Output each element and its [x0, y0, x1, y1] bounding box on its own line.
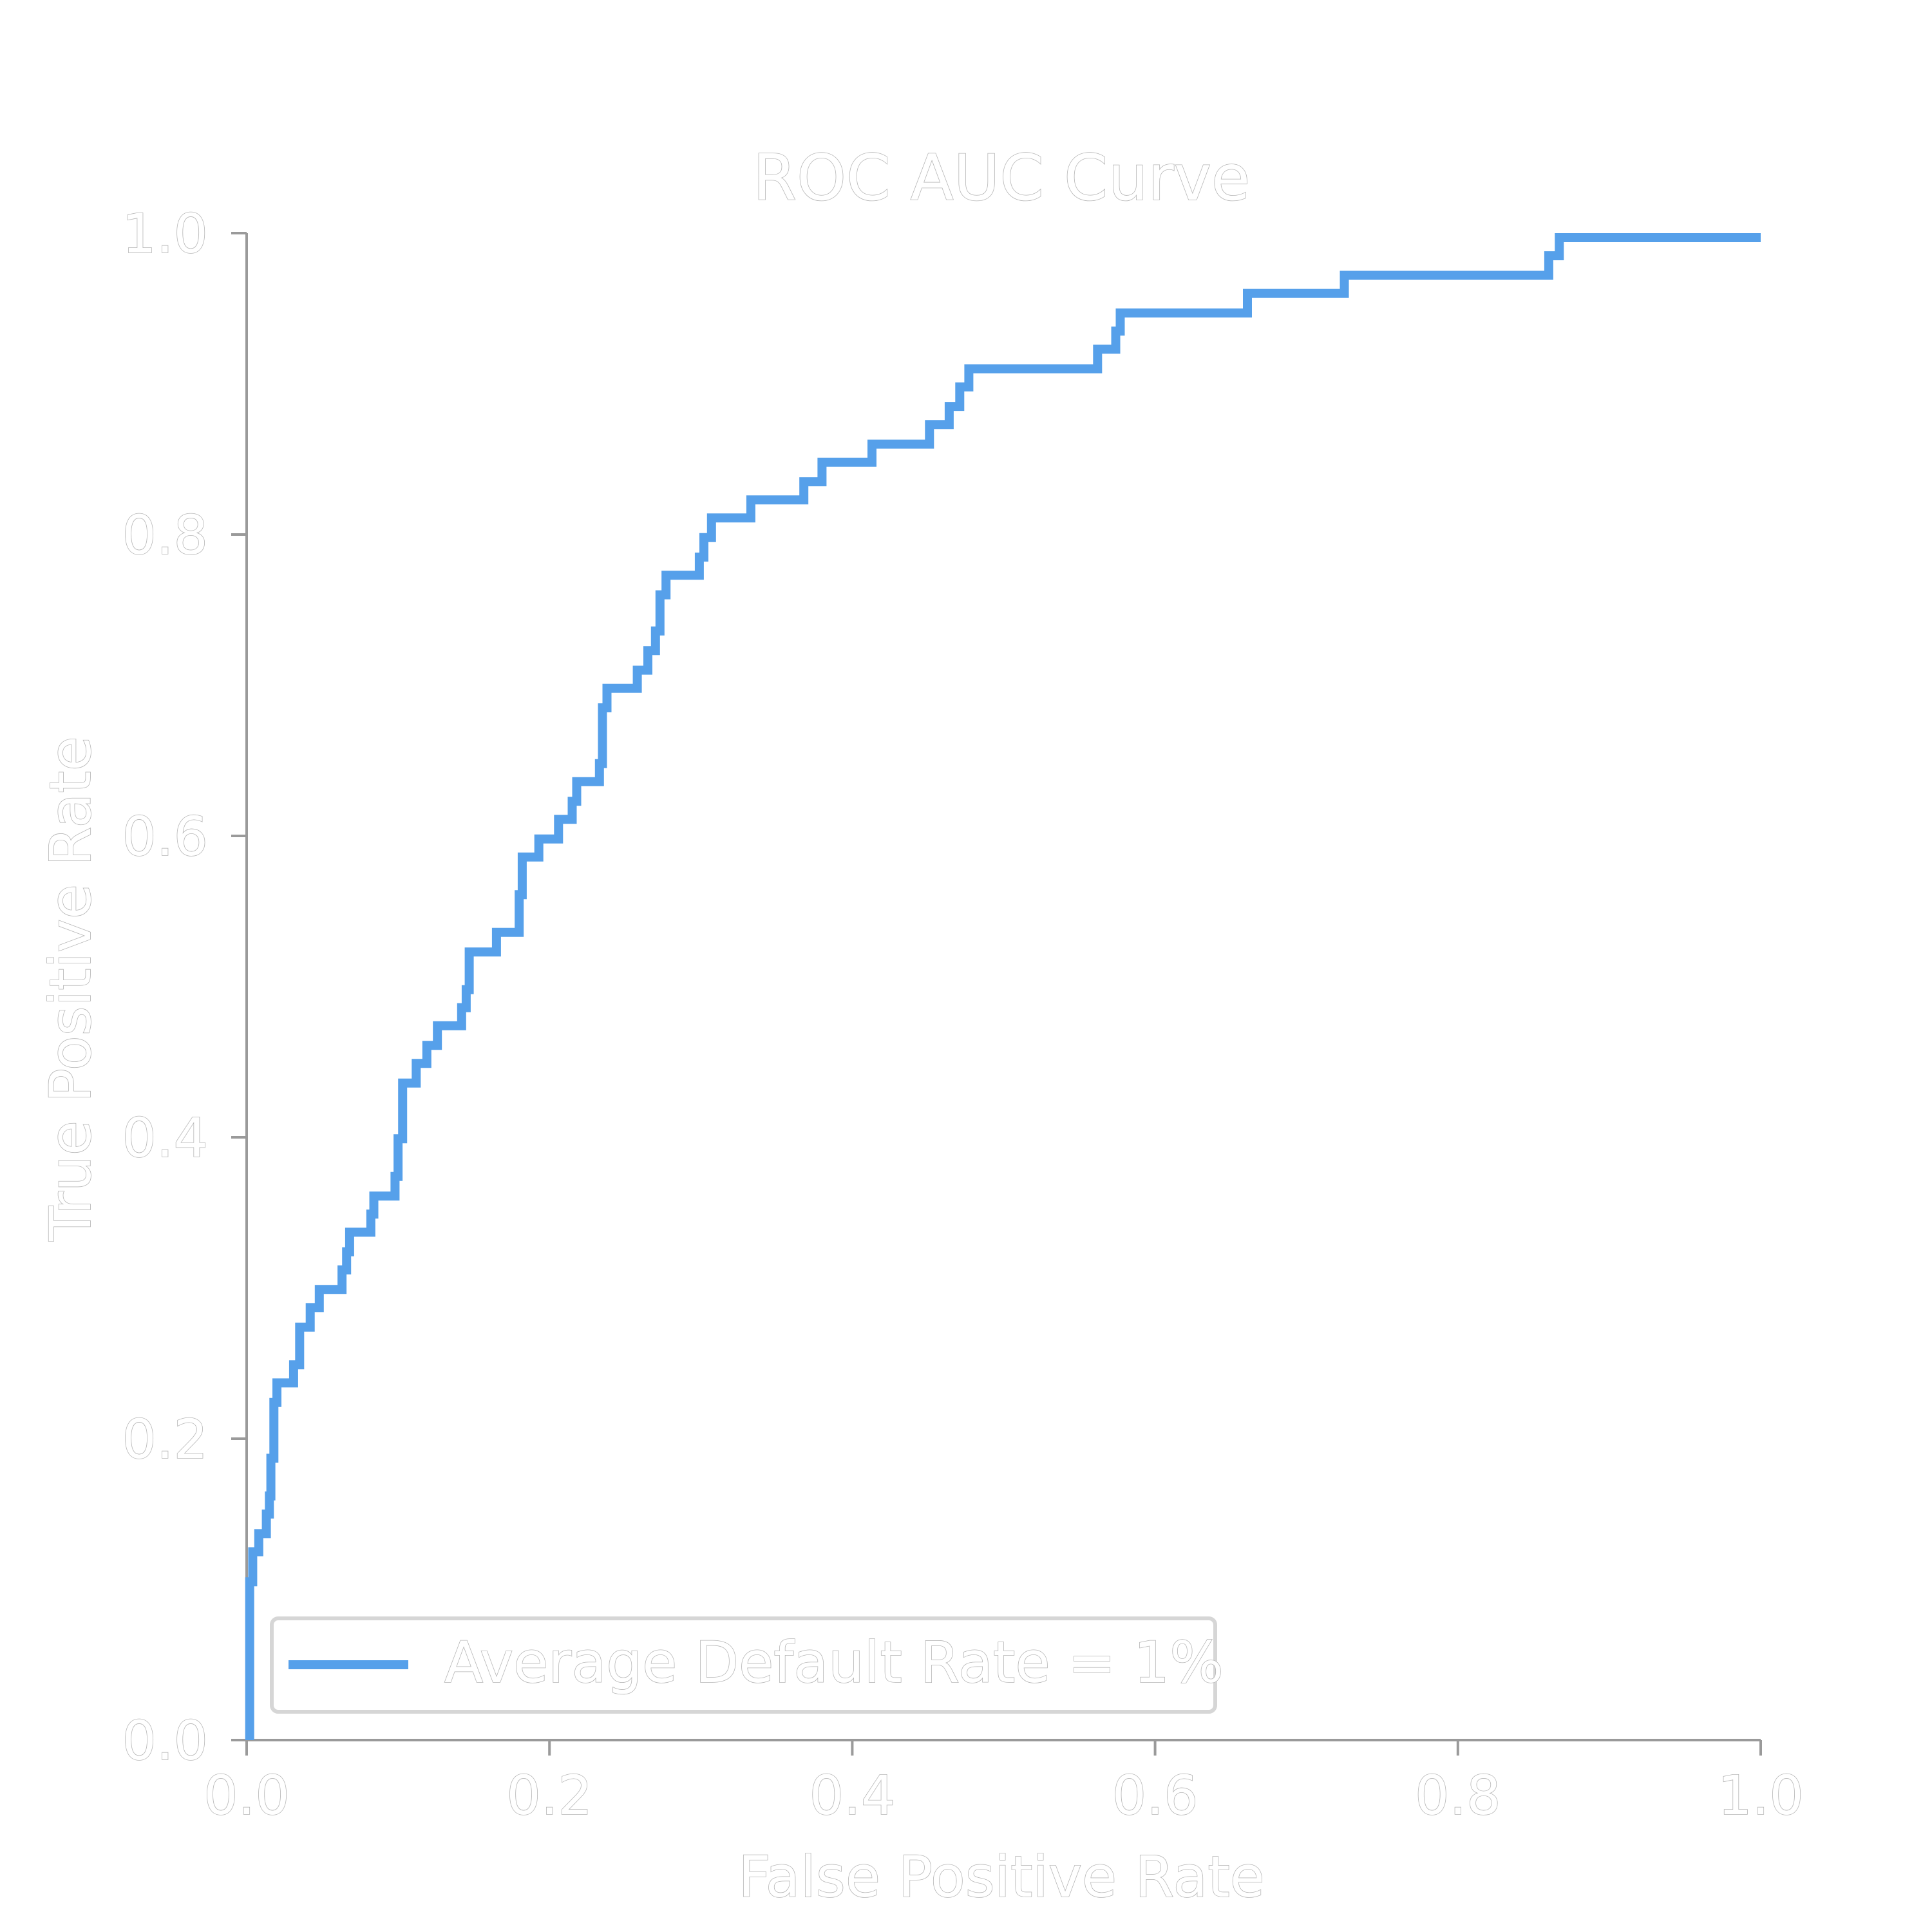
- x-tick-label: 0.8: [1415, 1764, 1501, 1827]
- x-tick-label: 0.2: [506, 1764, 592, 1827]
- y-axis-ticks: 0.0 0.2 0.4 0.6 0.8 1.0: [122, 202, 247, 1773]
- y-tick-label: 0.4: [122, 1106, 208, 1170]
- chart-title: ROC AUC Curve: [753, 142, 1250, 215]
- legend: Average Default Rate = 1%: [270, 1616, 1224, 1714]
- legend-label: Average Default Rate = 1%: [444, 1629, 1224, 1696]
- x-tick-label: 0.6: [1112, 1764, 1198, 1827]
- y-axis-label: True Positive Rate: [37, 736, 104, 1242]
- legend-box: [270, 1616, 1217, 1714]
- roc-curve-line: [245, 233, 1761, 1740]
- y-tick-label: 1.0: [122, 202, 208, 265]
- x-axis-label: False Positive Rate: [738, 1844, 1265, 1910]
- x-axis-ticks: 0.0 0.2 0.4 0.6 0.8 1.0: [203, 1740, 1804, 1828]
- y-tick-label: 0.8: [122, 504, 208, 567]
- x-tick-label: 0.0: [204, 1764, 290, 1827]
- y-tick-label: 0.6: [122, 805, 208, 868]
- y-tick-label: 0.0: [122, 1709, 208, 1772]
- y-tick-label: 0.2: [122, 1408, 208, 1471]
- x-tick-label: 0.4: [810, 1764, 896, 1827]
- x-tick-label: 1.0: [1718, 1764, 1804, 1827]
